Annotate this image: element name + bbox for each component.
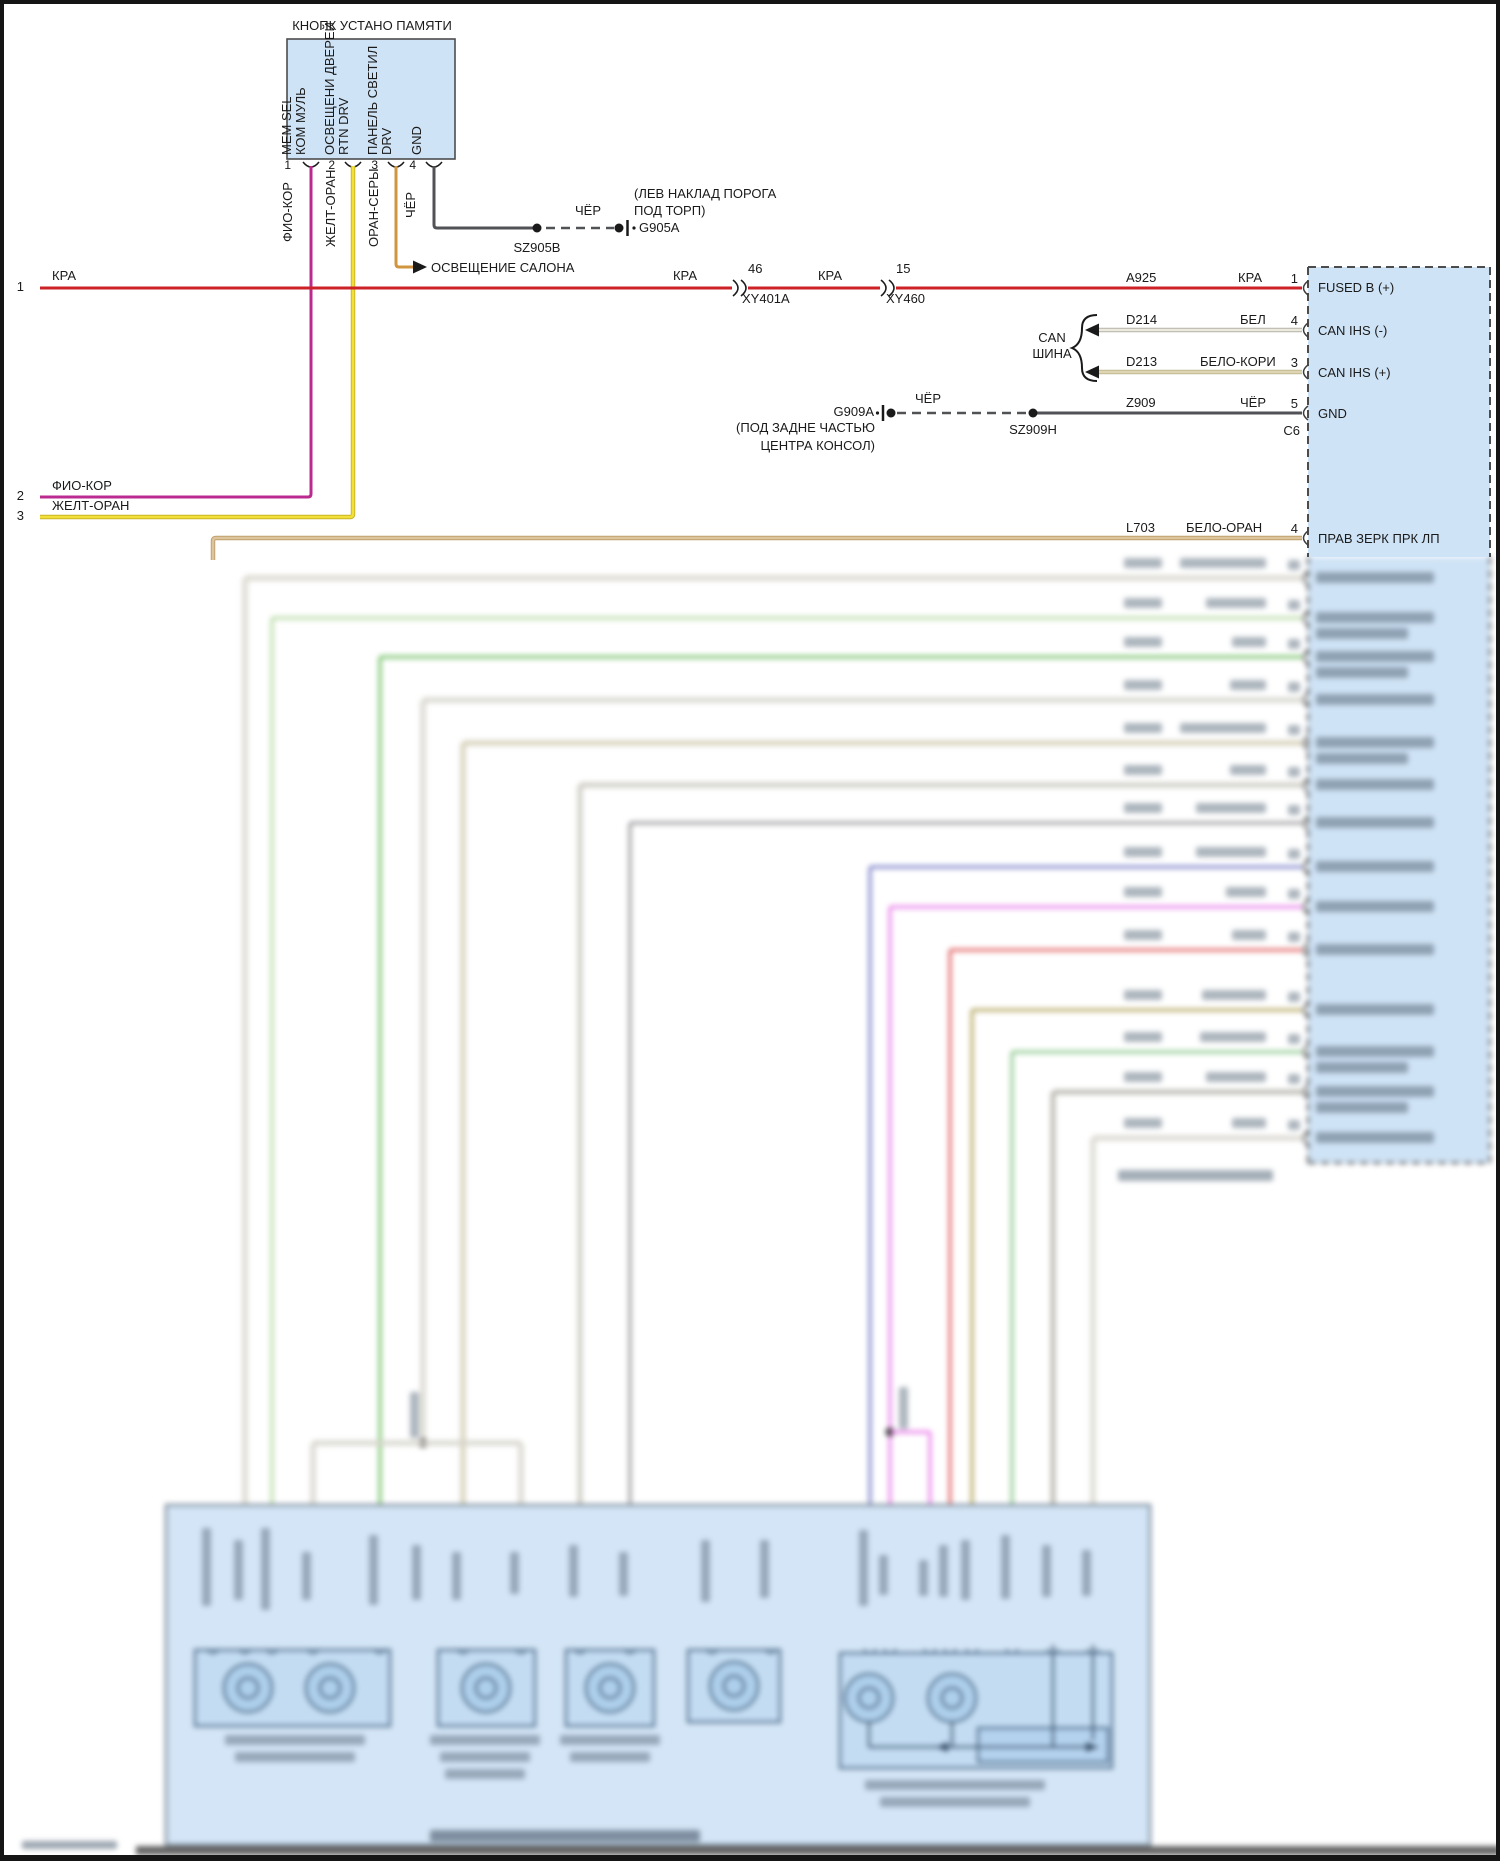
left-row1-wire-label: КРА [52, 268, 77, 283]
can-bus-label-line2: ШИНА [1032, 346, 1072, 361]
wire3-color-label: ОРАН-СЕРЫ [366, 168, 381, 247]
pin2-number: 2 [328, 158, 335, 172]
left-row3-number: 3 [16, 508, 24, 523]
switch-box-title: КНОПК УСТАНО ПАМЯТИ [292, 18, 452, 33]
pin2-label-line1: ОСВЕЩЕНИ ДВЕРЕЙ [322, 22, 337, 155]
module-fn-fused-b: FUSED B (+) [1318, 280, 1395, 295]
interior-lighting-arrow-label: ОСВЕЩЕНИЕ САЛОНА [431, 260, 575, 275]
can-bus-label-line1: CAN [1038, 330, 1066, 345]
wire1-color-label: ФИО-КОР [280, 182, 295, 242]
g905a-label: G905A [639, 220, 680, 235]
row5-pin: 4 [1290, 521, 1298, 536]
pin4-label-line1: GND [409, 126, 424, 155]
row2-circuit: D214 [1126, 312, 1158, 327]
g909a-location-line2: ЦЕНТРА КОНСОЛ) [760, 438, 875, 453]
row3-color: БЕЛО-КОРИ [1200, 354, 1276, 369]
pin3-label-line2: DRV [379, 127, 394, 155]
row4-color: ЧЁР [1240, 395, 1267, 410]
pin1-label-line1: MEM SEL [279, 96, 294, 155]
connector1-pin: 46 [748, 261, 763, 276]
connector1-wire-label: КРА [672, 268, 698, 283]
module-fn-mirror: ПРАВ ЗЕРК ПРК ЛП [1318, 531, 1440, 546]
pin1-number: 1 [284, 158, 291, 172]
row4-circuit: Z909 [1126, 395, 1156, 410]
g905a-location-line2: ПОД ТОРП) [634, 203, 706, 218]
connector2-name: XY460 [886, 291, 926, 306]
row5-color: БЕЛО-ОРАН [1186, 520, 1263, 535]
left-row2-number: 2 [16, 488, 24, 503]
pin1-label-line2: КОМ МУЛЬ [293, 87, 308, 155]
connector1-name: XY401A [742, 291, 790, 306]
left-row3-wire-label: ЖЕЛТ-ОРАН [52, 498, 130, 513]
row2-color: БЕЛ [1240, 312, 1266, 327]
wire4-color-label: ЧЁР [403, 191, 418, 218]
pin4-number: 4 [409, 158, 416, 172]
g909a-location-line1: (ПОД ЗАДНЕ ЧАСТЬЮ [736, 420, 875, 435]
g909a-wire-label: ЧЁР [914, 391, 941, 406]
g905a-location-line1: (ЛЕВ НАКЛАД ПОРОГА [634, 186, 777, 201]
module-fn-can-ihs-minus: CAN IHS (-) [1318, 323, 1388, 338]
splice-sz909h-label: SZ909H [1009, 422, 1057, 437]
connector2-pin: 15 [896, 261, 911, 276]
pin2-label-line2: RTN DRV [336, 97, 351, 155]
left-row1-number: 1 [16, 279, 24, 294]
page-border-top [0, 0, 1500, 4]
row3-pin: 3 [1290, 355, 1298, 370]
g909a-label: G909A [833, 404, 874, 419]
row4-connector-id: C6 [1283, 423, 1300, 438]
pin3-label-line1: ПАНЕЛЬ СВЕТИЛ [365, 45, 380, 155]
connector2-wire-label: КРА [817, 268, 843, 283]
g905a-wire-label: ЧЁР [574, 203, 601, 218]
page-border-right [1496, 0, 1500, 1861]
row1-pin: 1 [1290, 271, 1298, 286]
row3-circuit: D213 [1126, 354, 1158, 369]
row5-circuit: L703 [1126, 520, 1155, 535]
page-border-left [0, 0, 4, 1861]
splice-sz905b-label: SZ905B [513, 240, 561, 255]
row1-circuit: A925 [1126, 270, 1157, 285]
module-fn-can-ihs-plus: CAN IHS (+) [1318, 365, 1391, 380]
row4-pin: 5 [1290, 396, 1298, 411]
row1-color: КРА [1238, 270, 1263, 285]
module-fn-gnd: GND [1318, 406, 1347, 421]
wire2-color-label: ЖЕЛТ-ОРАН [323, 169, 338, 247]
page-border-bottom [0, 1855, 1500, 1861]
left-row2-wire-label: ФИО-КОР [52, 478, 112, 493]
pin3-number: 3 [371, 158, 378, 172]
row2-pin: 4 [1290, 313, 1298, 328]
